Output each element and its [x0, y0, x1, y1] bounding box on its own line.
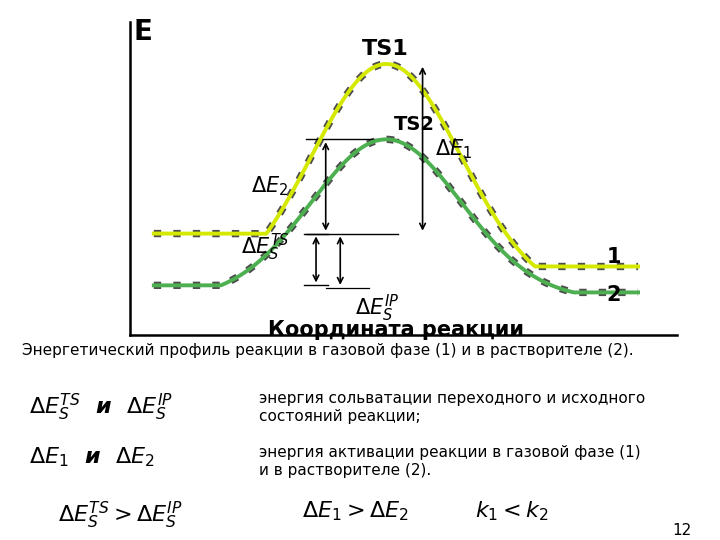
Text: TS1: TS1	[362, 38, 409, 58]
Text: E: E	[133, 18, 153, 46]
Text: $k_1 < k_2$: $k_1 < k_2$	[475, 500, 549, 523]
Text: $\Delta E_1 > \Delta E_2$: $\Delta E_1 > \Delta E_2$	[302, 500, 409, 523]
Text: TS2: TS2	[394, 115, 434, 134]
Text: Координата реакции: Координата реакции	[268, 320, 524, 340]
Text: 2: 2	[606, 285, 621, 305]
Text: $\Delta E_1$  и  $\Delta E_2$: $\Delta E_1$ и $\Delta E_2$	[29, 446, 155, 469]
Text: энергия активации реакции в газовой фазе (1)
и в растворителе (2).: энергия активации реакции в газовой фазе…	[259, 446, 641, 478]
Text: $\Delta E_S^{TS}$: $\Delta E_S^{TS}$	[240, 232, 289, 264]
Text: $\Delta E_2$: $\Delta E_2$	[251, 174, 289, 198]
Text: $\Delta E_S^{TS} > \Delta E_S^{IP}$: $\Delta E_S^{TS} > \Delta E_S^{IP}$	[58, 500, 182, 531]
Text: энергия сольватации переходного и исходного
состояний реакции;: энергия сольватации переходного и исходн…	[259, 392, 645, 424]
Text: $\Delta E_1$: $\Delta E_1$	[436, 137, 473, 160]
Text: 12: 12	[672, 523, 691, 538]
Text: $\Delta E_S^{IP}$: $\Delta E_S^{IP}$	[354, 293, 399, 325]
Text: Энергетический профиль реакции в газовой фазе (1) и в растворителе (2).: Энергетический профиль реакции в газовой…	[22, 343, 633, 358]
Text: $\Delta E_S^{TS}$  и  $\Delta E_S^{IP}$: $\Delta E_S^{TS}$ и $\Delta E_S^{IP}$	[29, 392, 173, 423]
Text: 1: 1	[606, 247, 621, 267]
